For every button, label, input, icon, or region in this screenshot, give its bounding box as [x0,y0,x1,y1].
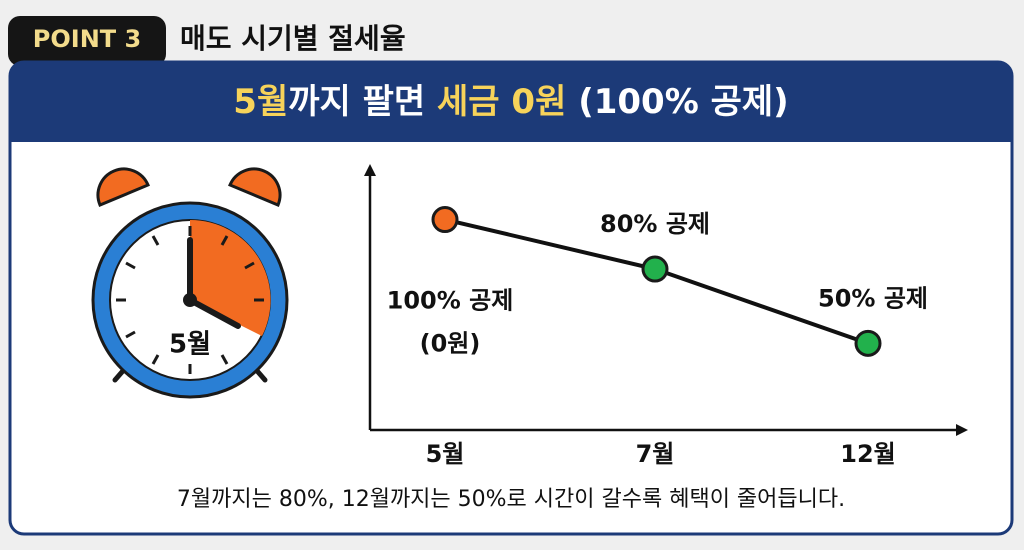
banner-part: (100% 공제) [566,82,788,122]
value-label: 100% 공제 [387,287,514,315]
banner-part: 세금 0원 [437,82,566,122]
banner-part: 까지 팔면 [288,82,437,122]
banner: 5월까지 팔면 세금 0원 (100% 공제) [233,82,788,122]
footer: 7월까지는 80%, 12월까지는 50%로 시간이 갈수록 혜택이 줄어듭니다… [177,487,845,512]
value-label: 80% 공제 [600,210,710,238]
axis-arrow [956,424,968,436]
banner-band [10,62,1012,142]
clock-label: 5월 [169,330,211,360]
bell [96,167,150,207]
x-tick-label: 5월 [426,440,465,468]
clock-pivot [183,293,197,307]
header-title: 매도 시기별 절세율 [180,22,406,55]
clock-sector [190,219,271,336]
point [641,255,669,283]
banner-part: 5월 [233,82,288,122]
axis-arrow [364,164,376,176]
clock-ticks [116,226,264,374]
badge-text: POINT 3 [33,25,141,53]
clock-hand [187,297,241,329]
badge [8,16,166,66]
annotation: (0원) [420,330,481,358]
point [431,206,459,234]
point [854,329,882,357]
clock: 5월 [91,167,289,399]
x-tick-label: 12월 [840,440,895,468]
bell [228,167,282,207]
value-label: 50% 공제 [818,284,928,312]
x-tick-label: 7월 [636,440,675,468]
